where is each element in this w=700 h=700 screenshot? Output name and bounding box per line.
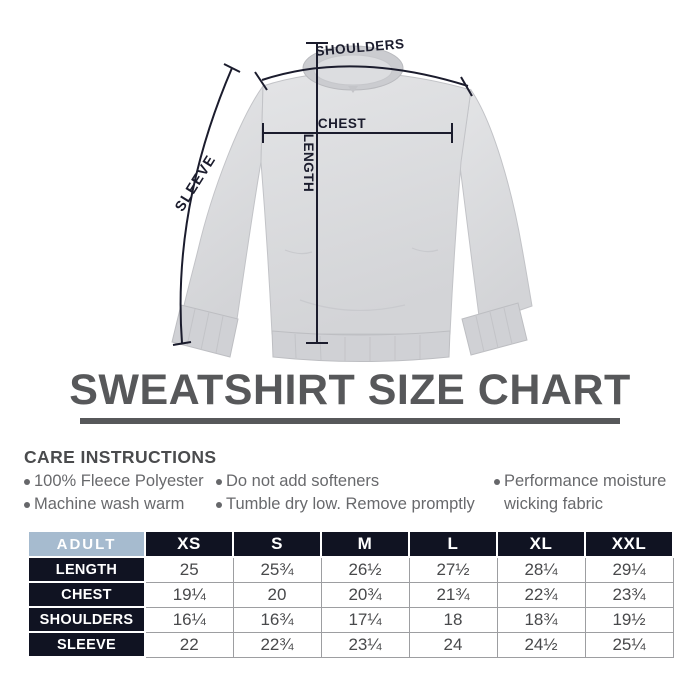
title-underline <box>80 418 620 425</box>
table-cell: 21¾ <box>408 581 498 608</box>
row-label-sleeve: SLEEVE <box>27 631 146 658</box>
size-column-xl: XL <box>496 530 586 558</box>
table-cell: 18 <box>408 606 498 633</box>
size-column-xxl: XXL <box>584 530 674 558</box>
fabric-folds <box>284 247 439 312</box>
care-item: Tumble dry low. Remove promptly <box>216 493 492 516</box>
size-column-l: L <box>408 530 498 558</box>
care-column-2: Do not add softeners Tumble dry low. Rem… <box>216 470 492 516</box>
table-cell: 16¼ <box>144 606 234 633</box>
bullet-icon <box>216 502 222 508</box>
care-item: Machine wash warm <box>24 493 216 516</box>
table-cell: 22¾ <box>496 581 586 608</box>
table-cell: 26½ <box>320 556 410 583</box>
title-block: SWEATSHIRT SIZE CHART <box>0 366 700 425</box>
length-label: LENGTH <box>301 134 316 193</box>
bullet-icon <box>216 479 222 485</box>
bullet-icon <box>24 502 30 508</box>
row-label-chest: CHEST <box>27 581 146 608</box>
table-cell: 18¾ <box>496 606 586 633</box>
sweatshirt-diagram: SHOULDERS CHEST LENGTH SLEEVE <box>150 0 550 370</box>
left-cuff-ribs <box>186 308 224 354</box>
table-corner-adult: ADULT <box>27 530 146 558</box>
table-cell: 25¼ <box>584 631 674 658</box>
care-column-1: 100% Fleece Polyester Machine wash warm <box>24 470 216 516</box>
sweatshirt-hem <box>271 330 451 362</box>
size-column-m: M <box>320 530 410 558</box>
size-table-header-row: ADULT XS S M L XL XXL <box>27 530 674 558</box>
table-row-sleeve: SLEEVE 22 22¾ 23¼ 24 24½ 25¼ <box>27 631 674 658</box>
length-measure-line <box>306 42 328 344</box>
bullet-icon <box>494 479 500 485</box>
table-cell: 24 <box>408 631 498 658</box>
collar-notch <box>348 86 358 93</box>
chest-label: CHEST <box>318 116 367 131</box>
chest-measure-line <box>262 123 453 143</box>
table-cell: 20 <box>232 581 322 608</box>
hem-ribs <box>294 333 421 361</box>
sweatshirt-collar-inner <box>313 54 393 86</box>
sweatshirt-left-sleeve <box>182 84 264 327</box>
table-row-shoulders: SHOULDERS 16¼ 16¾ 17¼ 18 18¾ 19½ <box>27 606 674 633</box>
table-cell: 24½ <box>496 631 586 658</box>
sweatshirt-right-cuff <box>461 302 528 356</box>
sweatshirt-illustration: SHOULDERS CHEST LENGTH SLEEVE <box>171 36 533 362</box>
table-cell: 23¼ <box>320 631 410 658</box>
care-item-text: Tumble dry low. Remove promptly <box>226 495 475 513</box>
sleeve-measure-line <box>172 63 241 346</box>
row-label-length: LENGTH <box>27 556 146 583</box>
table-cell: 23¾ <box>584 581 674 608</box>
care-item: Performance moisture wicking fabric <box>494 470 686 516</box>
table-cell: 25 <box>144 556 234 583</box>
page-title: SWEATSHIRT SIZE CHART <box>69 366 631 414</box>
shoulders-measure-line <box>254 65 473 97</box>
care-column-3: Performance moisture wicking fabric <box>494 470 686 516</box>
table-cell: 28¼ <box>496 556 586 583</box>
table-cell: 25¾ <box>232 556 322 583</box>
care-item: Do not add softeners <box>216 470 492 493</box>
table-cell: 29¼ <box>584 556 674 583</box>
table-row-length: LENGTH 25 25¾ 26½ 27½ 28¼ 29¼ <box>27 556 674 583</box>
care-item-text: Performance moisture wicking fabric <box>504 472 667 513</box>
table-cell: 19¼ <box>144 581 234 608</box>
table-cell: 27½ <box>408 556 498 583</box>
table-cell: 22¾ <box>232 631 322 658</box>
care-item-text: 100% Fleece Polyester <box>34 472 204 490</box>
care-instructions-heading: CARE INSTRUCTIONS <box>24 447 217 467</box>
table-row-chest: CHEST 19¼ 20 20¾ 21¾ 22¾ 23¾ <box>27 581 674 608</box>
table-cell: 17¼ <box>320 606 410 633</box>
size-column-xs: XS <box>144 530 234 558</box>
row-label-shoulders: SHOULDERS <box>27 606 146 633</box>
table-cell: 16¾ <box>232 606 322 633</box>
size-column-s: S <box>232 530 322 558</box>
table-cell: 22 <box>144 631 234 658</box>
bullet-icon <box>24 479 30 485</box>
size-table: ADULT XS S M L XL XXL LENGTH 25 25¾ 26½ … <box>27 530 674 658</box>
table-cell: 19½ <box>584 606 674 633</box>
table-cell: 20¾ <box>320 581 410 608</box>
sweatshirt-torso <box>260 71 472 335</box>
right-cuff-ribs <box>475 307 513 353</box>
care-item: 100% Fleece Polyester <box>24 470 216 493</box>
sweatshirt-right-sleeve <box>459 88 533 325</box>
care-item-text: Do not add softeners <box>226 472 380 490</box>
care-item-text: Machine wash warm <box>34 495 185 513</box>
